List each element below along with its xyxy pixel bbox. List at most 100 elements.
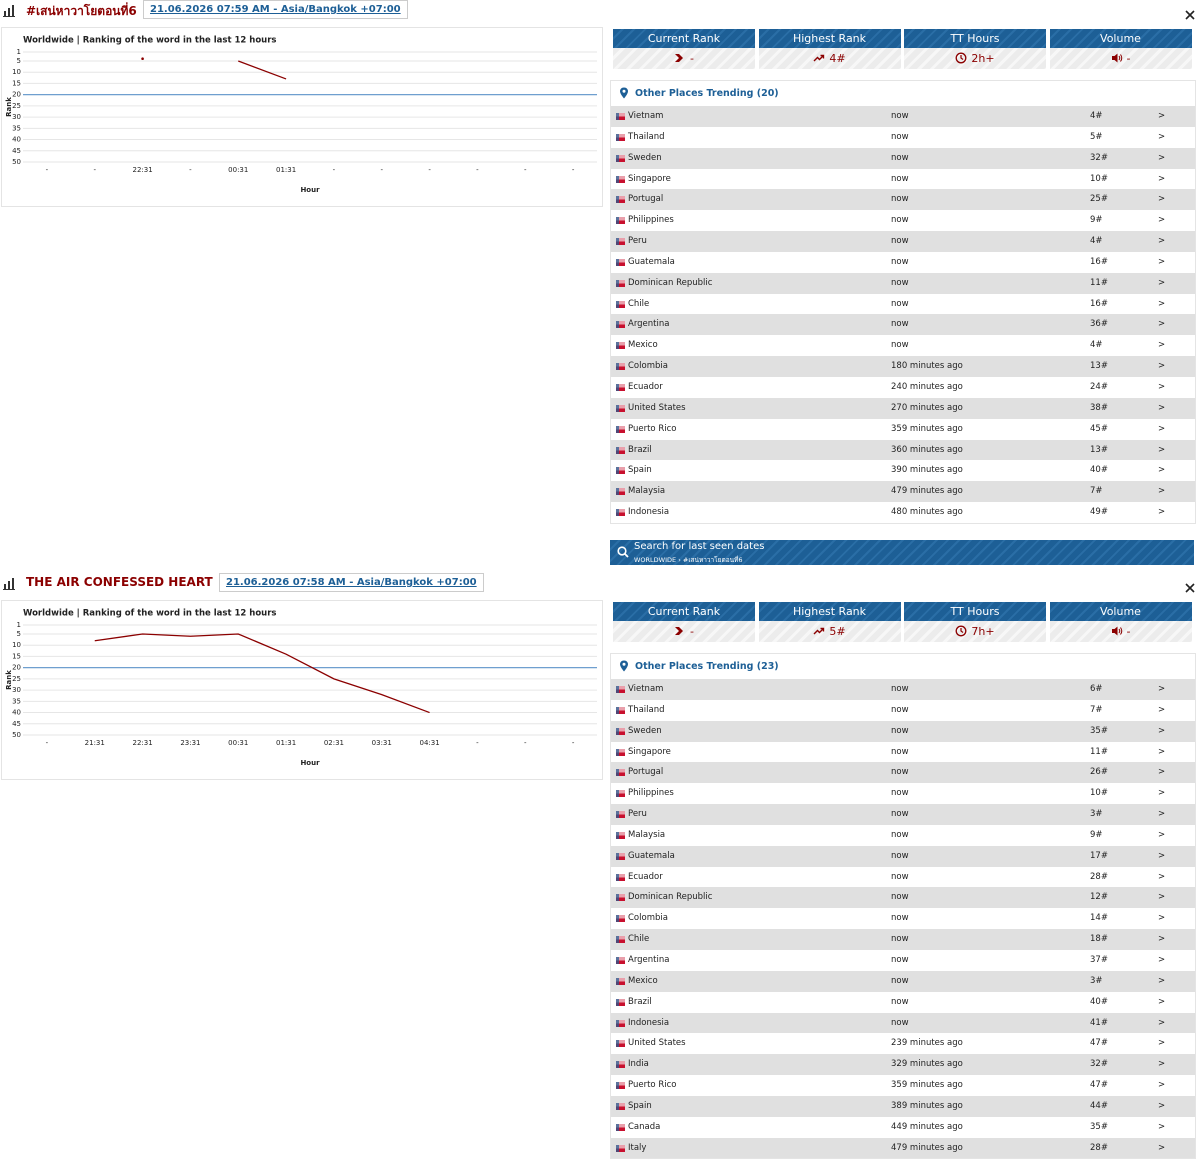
place-rank: 10#	[1090, 788, 1108, 799]
place-row[interactable]: Chile now 16# >	[611, 294, 1195, 315]
row-arrow[interactable]: >	[1158, 507, 1166, 518]
search-bar[interactable]: Search for last seen dates WORLDWIDE › #เ…	[610, 540, 1194, 565]
row-arrow[interactable]: >	[1158, 934, 1166, 945]
place-row[interactable]: Singapore now 11# >	[611, 742, 1195, 763]
place-rank: 17#	[1090, 850, 1108, 861]
row-arrow[interactable]: >	[1158, 767, 1166, 778]
place-row[interactable]: Colombia 180 minutes ago 13# >	[611, 356, 1195, 377]
place-row[interactable]: Ecuador 240 minutes ago 24# >	[611, 377, 1195, 398]
place-row[interactable]: Mexico now 3# >	[611, 970, 1195, 992]
y-tick-label: 40	[12, 136, 21, 144]
place-row[interactable]: Sweden now 32# >	[611, 147, 1195, 169]
row-arrow[interactable]: >	[1158, 1038, 1166, 1049]
place-row[interactable]: Dominican Republic now 12# >	[611, 887, 1195, 909]
place-row[interactable]: Vietnam now 6# >	[611, 679, 1195, 700]
place-row[interactable]: Colombia now 14# >	[611, 908, 1195, 929]
row-arrow[interactable]: >	[1158, 850, 1166, 861]
place-row[interactable]: Guatemala now 17# >	[611, 845, 1195, 867]
row-arrow[interactable]: >	[1158, 152, 1166, 163]
place-row[interactable]: Thailand now 7# >	[611, 700, 1195, 721]
row-arrow[interactable]: >	[1158, 277, 1166, 288]
close-button[interactable]	[1184, 582, 1196, 594]
flag-icon	[616, 279, 625, 287]
place-rank: 47#	[1090, 1080, 1108, 1091]
place-row[interactable]: Brazil 360 minutes ago 13# >	[611, 439, 1195, 461]
row-arrow[interactable]: >	[1158, 788, 1166, 799]
place-row[interactable]: Peru now 4# >	[611, 231, 1195, 252]
place-row[interactable]: Indonesia now 41# >	[611, 1012, 1195, 1034]
place-row[interactable]: India 329 minutes ago 32# >	[611, 1054, 1195, 1076]
place-row[interactable]: Brazil now 40# >	[611, 992, 1195, 1013]
place-row[interactable]: Argentina now 36# >	[611, 314, 1195, 336]
place-row[interactable]: Indonesia 480 minutes ago 49# >	[611, 502, 1195, 523]
row-arrow[interactable]: >	[1158, 1017, 1166, 1028]
place-row[interactable]: Vietnam now 4# >	[611, 106, 1195, 127]
place-row[interactable]: Thailand now 5# >	[611, 127, 1195, 148]
place-row[interactable]: Peru now 3# >	[611, 804, 1195, 825]
row-arrow[interactable]: >	[1158, 746, 1166, 757]
row-arrow[interactable]: >	[1158, 871, 1166, 882]
row-arrow[interactable]: >	[1158, 402, 1166, 413]
row-arrow[interactable]: >	[1158, 173, 1166, 184]
place-row[interactable]: Puerto Rico 359 minutes ago 45# >	[611, 419, 1195, 440]
place-row[interactable]: Malaysia 479 minutes ago 7# >	[611, 481, 1195, 503]
row-arrow[interactable]: >	[1158, 361, 1166, 372]
flag-icon	[616, 1040, 625, 1048]
row-arrow[interactable]: >	[1158, 1100, 1166, 1111]
row-arrow[interactable]: >	[1158, 725, 1166, 736]
row-arrow[interactable]: >	[1158, 809, 1166, 820]
row-arrow[interactable]: >	[1158, 256, 1166, 267]
row-arrow[interactable]: >	[1158, 423, 1166, 434]
place-row[interactable]: Chile now 18# >	[611, 929, 1195, 950]
trend-date[interactable]: 21.06.2026 07:58 AM - Asia/Bangkok +07:0…	[219, 573, 484, 592]
place-row[interactable]: Sweden now 35# >	[611, 720, 1195, 742]
place-row[interactable]: Dominican Republic now 11# >	[611, 272, 1195, 294]
last-seen: now	[891, 746, 909, 757]
close-button[interactable]	[1184, 9, 1196, 21]
row-arrow[interactable]: >	[1158, 954, 1166, 965]
row-arrow[interactable]: >	[1158, 131, 1166, 142]
place-row[interactable]: Spain 389 minutes ago 44# >	[611, 1095, 1195, 1117]
row-arrow[interactable]: >	[1158, 444, 1166, 455]
place-row[interactable]: Guatemala now 16# >	[611, 252, 1195, 273]
row-arrow[interactable]: >	[1158, 298, 1166, 309]
place-row[interactable]: Portugal now 26# >	[611, 762, 1195, 784]
place-row[interactable]: Singapore now 10# >	[611, 169, 1195, 190]
row-arrow[interactable]: >	[1158, 1059, 1166, 1070]
y-tick-label: 15	[12, 79, 21, 87]
row-arrow[interactable]: >	[1158, 340, 1166, 351]
place-row[interactable]: Philippines now 9# >	[611, 210, 1195, 231]
row-arrow[interactable]: >	[1158, 236, 1166, 247]
row-arrow[interactable]: >	[1158, 1142, 1166, 1153]
row-arrow[interactable]: >	[1158, 381, 1166, 392]
place-row[interactable]: Ecuador now 28# >	[611, 867, 1195, 888]
place-row[interactable]: Malaysia now 9# >	[611, 825, 1195, 846]
last-seen: now	[891, 319, 909, 330]
row-arrow[interactable]: >	[1158, 1121, 1166, 1132]
row-arrow[interactable]: >	[1158, 465, 1166, 476]
place-row[interactable]: Philippines now 10# >	[611, 783, 1195, 804]
trend-date[interactable]: 21.06.2026 07:59 AM - Asia/Bangkok +07:0…	[143, 0, 408, 19]
place-row[interactable]: Argentina now 37# >	[611, 950, 1195, 971]
row-arrow[interactable]: >	[1158, 319, 1166, 330]
place-row[interactable]: Mexico now 4# >	[611, 335, 1195, 356]
place-row[interactable]: Portugal now 25# >	[611, 189, 1195, 211]
row-arrow[interactable]: >	[1158, 194, 1166, 205]
place-row[interactable]: United States 270 minutes ago 38# >	[611, 397, 1195, 419]
place-row[interactable]: Spain 390 minutes ago 40# >	[611, 460, 1195, 481]
row-arrow[interactable]: >	[1158, 975, 1166, 986]
row-arrow[interactable]: >	[1158, 1080, 1166, 1091]
row-arrow[interactable]: >	[1158, 829, 1166, 840]
row-arrow[interactable]: >	[1158, 913, 1166, 924]
row-arrow[interactable]: >	[1158, 486, 1166, 497]
place-row[interactable]: Canada 449 minutes ago 35# >	[611, 1117, 1195, 1138]
place-row[interactable]: Italy 479 minutes ago 28# >	[611, 1137, 1195, 1159]
row-arrow[interactable]: >	[1158, 892, 1166, 903]
place-row[interactable]: United States 239 minutes ago 47# >	[611, 1033, 1195, 1054]
row-arrow[interactable]: >	[1158, 215, 1166, 226]
row-arrow[interactable]: >	[1158, 684, 1166, 694]
place-row[interactable]: Puerto Rico 359 minutes ago 47# >	[611, 1075, 1195, 1096]
row-arrow[interactable]: >	[1158, 111, 1166, 121]
row-arrow[interactable]: >	[1158, 704, 1166, 715]
row-arrow[interactable]: >	[1158, 996, 1166, 1007]
